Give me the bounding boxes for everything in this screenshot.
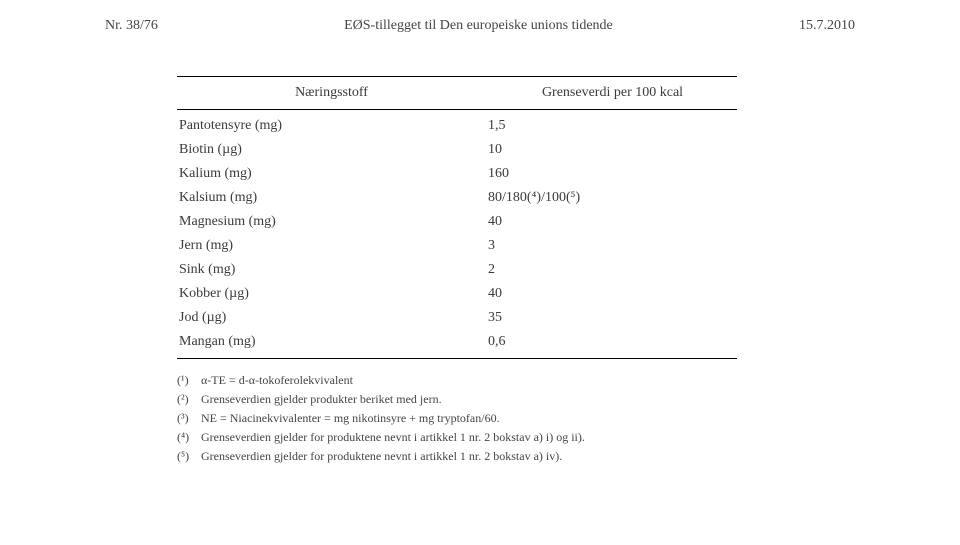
footnote-text: Grenseverdien gjelder produkter beriket … <box>201 390 442 408</box>
nutrient-value: 1,5 <box>484 118 737 134</box>
nutrient-value: 40 <box>484 214 737 230</box>
nutrient-value: 40 <box>484 286 737 302</box>
footnote: (⁵) Grenseverdien gjelder for produktene… <box>177 447 777 465</box>
footnote-text: Grenseverdien gjelder for produktene nev… <box>201 428 585 446</box>
footnote-mark: (¹) <box>177 371 201 389</box>
nutrient-name: Jod (µg) <box>177 310 484 326</box>
nutrient-value: 10 <box>484 142 737 158</box>
footnotes: (¹) α-TE = d-α-tokoferolekvivalent (²) G… <box>177 371 777 465</box>
footnote-mark: (³) <box>177 409 201 427</box>
nutrient-name: Kalsium (mg) <box>177 190 484 206</box>
nutrient-name: Mangan (mg) <box>177 334 484 350</box>
document-page: Nr. 38/76 EØS-tillegget til Den europeis… <box>0 0 960 545</box>
table-row: Pantotensyre (mg) 1,5 <box>177 114 737 138</box>
header-right: 15.7.2010 <box>799 18 855 34</box>
footnote: (⁴) Grenseverdien gjelder for produktene… <box>177 428 777 446</box>
col-header-name: Næringsstoff <box>177 85 484 101</box>
table-row: Magnesium (mg) 40 <box>177 210 737 234</box>
col-header-value: Grenseverdi per 100 kcal <box>484 85 737 101</box>
nutrient-value: 3 <box>484 238 737 254</box>
table-row: Biotin (µg) 10 <box>177 138 737 162</box>
table-row: Mangan (mg) 0,6 <box>177 330 737 359</box>
table-row: Jern (mg) 3 <box>177 234 737 258</box>
header-center: EØS-tillegget til Den europeiske unions … <box>344 18 613 34</box>
nutrient-name: Jern (mg) <box>177 238 484 254</box>
table-row: Kalium (mg) 160 <box>177 162 737 186</box>
nutrient-value: 35 <box>484 310 737 326</box>
footnote-mark: (⁵) <box>177 447 201 465</box>
table-row: Kobber (µg) 40 <box>177 282 737 306</box>
footnote-text: Grenseverdien gjelder for produktene nev… <box>201 447 562 465</box>
nutrient-name: Kalium (mg) <box>177 166 484 182</box>
nutrient-table: Næringsstoff Grenseverdi per 100 kcal Pa… <box>177 76 737 359</box>
footnote-mark: (⁴) <box>177 428 201 446</box>
nutrient-value: 2 <box>484 262 737 278</box>
nutrient-name: Magnesium (mg) <box>177 214 484 230</box>
header-left: Nr. 38/76 <box>105 18 158 34</box>
footnote-mark: (²) <box>177 390 201 408</box>
table-row: Sink (mg) 2 <box>177 258 737 282</box>
table-row: Kalsium (mg) 80/180(⁴)/100(⁵) <box>177 186 737 210</box>
footnote-text: α-TE = d-α-tokoferolekvivalent <box>201 371 353 389</box>
footnote: (¹) α-TE = d-α-tokoferolekvivalent <box>177 371 777 389</box>
table-header-row: Næringsstoff Grenseverdi per 100 kcal <box>177 76 737 110</box>
table-row: Jod (µg) 35 <box>177 306 737 330</box>
page-header: Nr. 38/76 EØS-tillegget til Den europeis… <box>105 18 855 34</box>
nutrient-value: 0,6 <box>484 334 737 350</box>
nutrient-name: Sink (mg) <box>177 262 484 278</box>
footnote: (³) NE = Niacinekvivalenter = mg nikotin… <box>177 409 777 427</box>
nutrient-name: Kobber (µg) <box>177 286 484 302</box>
nutrient-name: Biotin (µg) <box>177 142 484 158</box>
footnote: (²) Grenseverdien gjelder produkter beri… <box>177 390 777 408</box>
nutrient-name: Pantotensyre (mg) <box>177 118 484 134</box>
nutrient-value: 160 <box>484 166 737 182</box>
nutrient-value: 80/180(⁴)/100(⁵) <box>484 190 737 206</box>
footnote-text: NE = Niacinekvivalenter = mg nikotinsyre… <box>201 409 500 427</box>
